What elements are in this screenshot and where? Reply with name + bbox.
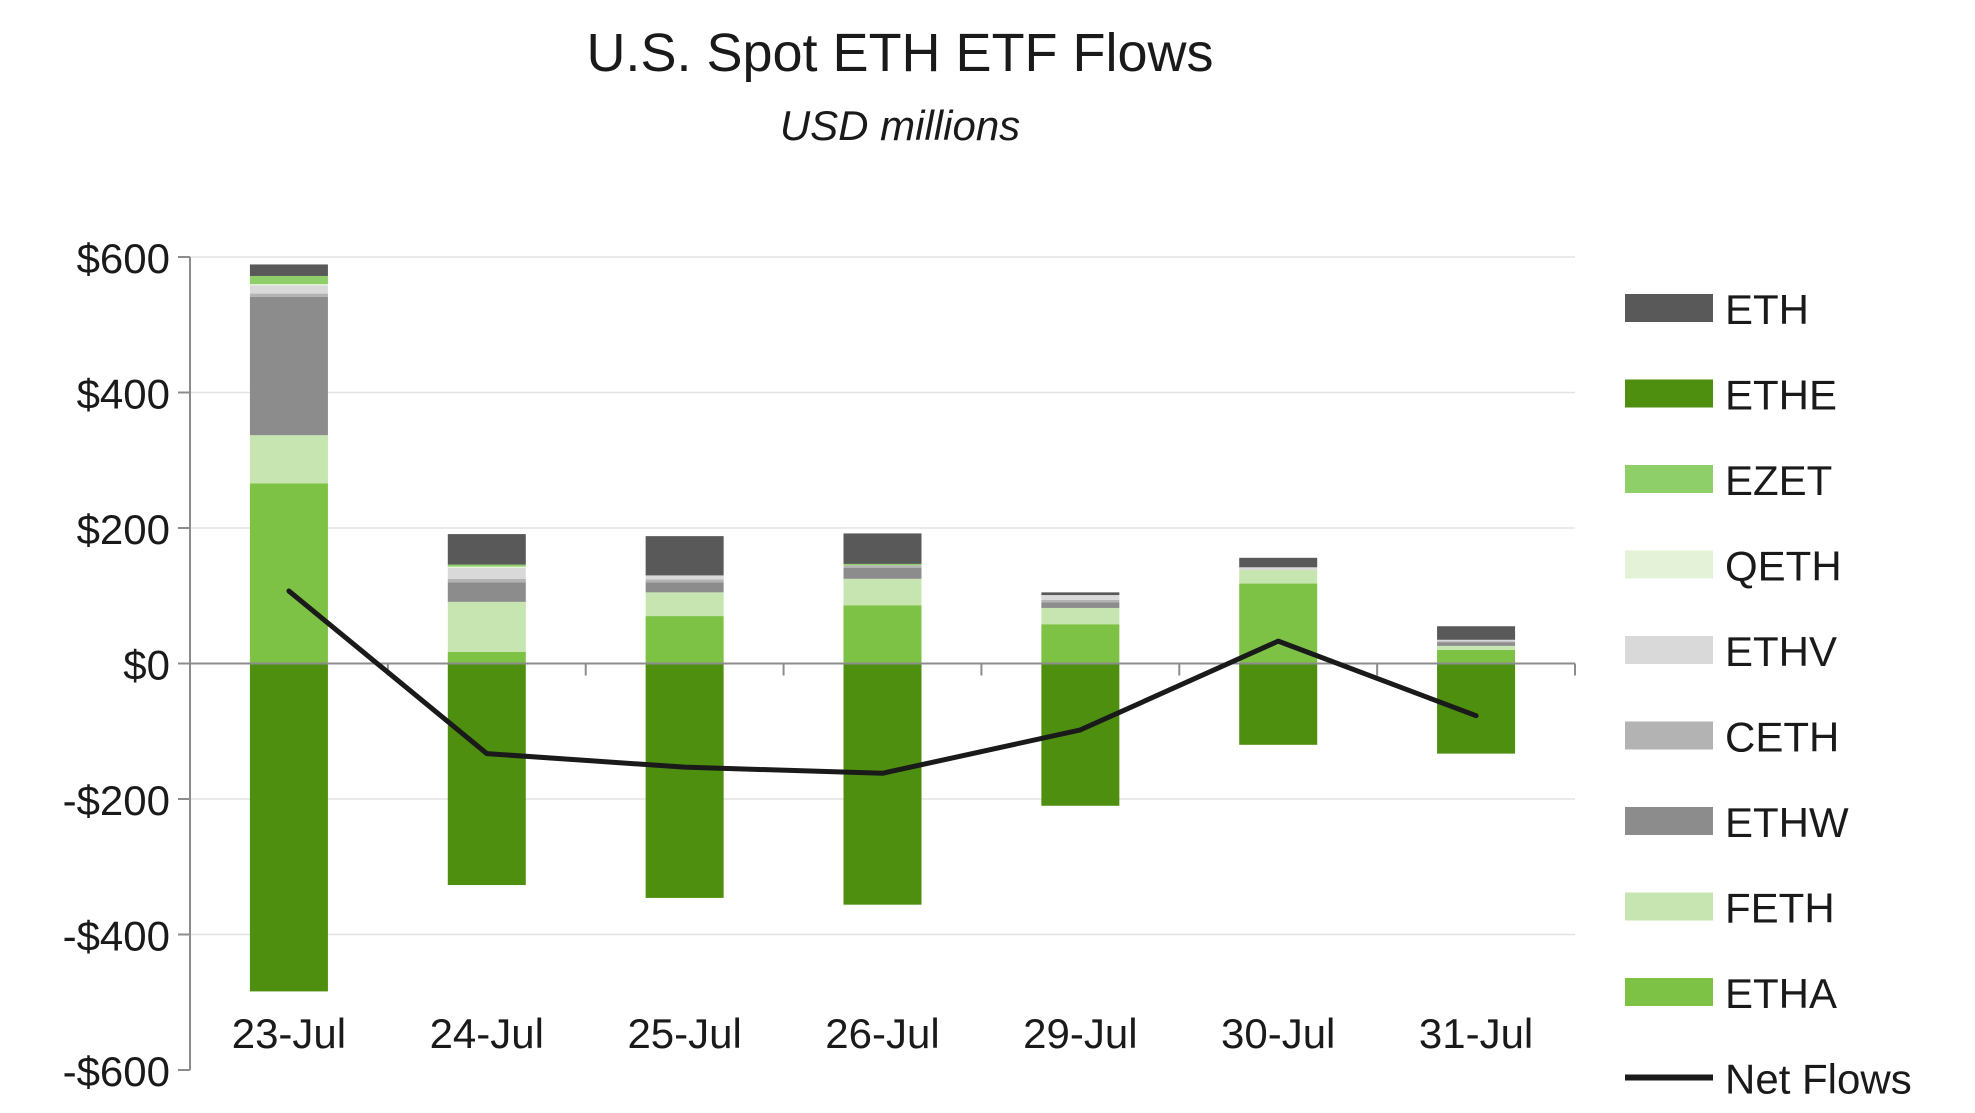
legend-swatch-ethv xyxy=(1625,636,1713,664)
bar-feth-25-jul xyxy=(645,592,724,617)
bar-ethv-31-jul xyxy=(1437,639,1516,642)
y-tick-label: $600 xyxy=(77,235,170,282)
bar-ceth-23-jul xyxy=(249,293,328,297)
legend-swatch-ceth xyxy=(1625,721,1713,750)
bar-qeth-24-jul xyxy=(447,566,526,568)
bar-ethv-30-jul xyxy=(1239,567,1318,571)
axes xyxy=(178,256,1576,1071)
bar-feth-26-jul xyxy=(843,578,922,606)
bar-ezet-26-jul xyxy=(843,563,922,566)
bar-eth-30-jul xyxy=(1239,557,1318,568)
bar-ethw-23-jul xyxy=(249,296,328,436)
legend-label-ethe: ETHE xyxy=(1725,372,1837,419)
bar-ethe-26-jul xyxy=(843,663,922,905)
bar-ceth-25-jul xyxy=(645,579,724,583)
bar-ethv-24-jul xyxy=(447,567,526,579)
bar-feth-30-jul xyxy=(1239,570,1318,584)
legend: ETH ETHE EZET QETH ETHV CETH ETHW FETH ETHA Net F… xyxy=(1625,286,1912,1103)
bar-ethv-25-jul xyxy=(645,575,724,580)
x-tick-label: 30-Jul xyxy=(1221,1010,1335,1057)
legend-swatch-ezet xyxy=(1625,465,1713,493)
legend-label-eth: ETH xyxy=(1725,286,1809,333)
bar-ethw-26-jul xyxy=(843,567,922,579)
legend-swatch-feth xyxy=(1625,892,1713,921)
y-tick-labels: $600 $400 $200 $0 -$200 -$400 -$600 xyxy=(63,235,170,1095)
bar-ethe-23-jul xyxy=(249,663,328,992)
x-tick-label: 29-Jul xyxy=(1023,1010,1137,1057)
bar-ceth-31-jul xyxy=(1437,641,1516,643)
bar-ethv-29-jul xyxy=(1041,595,1120,600)
net-flows-line xyxy=(286,588,1479,776)
x-tick-label: 24-Jul xyxy=(430,1010,544,1057)
legend-label-ezet: EZET xyxy=(1725,457,1832,504)
legend-swatch-etha xyxy=(1625,978,1713,1006)
legend-label-qeth: QETH xyxy=(1725,543,1842,590)
legend-label-feth: FETH xyxy=(1725,885,1835,932)
bar-ethe-25-jul xyxy=(645,663,724,898)
bar-feth-24-jul xyxy=(447,601,526,652)
bar-eth-29-jul xyxy=(1041,592,1120,596)
bar-etha-25-jul xyxy=(645,616,724,664)
bar-ethe-24-jul xyxy=(447,663,526,886)
bar-feth-31-jul xyxy=(1437,645,1516,650)
bar-qeth-23-jul xyxy=(249,284,328,286)
bar-ceth-26-jul xyxy=(843,565,922,568)
y-tick-label: -$200 xyxy=(63,777,170,824)
bar-ethw-24-jul xyxy=(447,582,526,602)
bar-ezet-23-jul xyxy=(249,275,328,285)
legend-label-etha: ETHA xyxy=(1725,970,1837,1017)
x-tick-labels: 23-Jul 24-Jul 25-Jul 26-Jul 29-Jul 30-Jul 31-J… xyxy=(232,1010,1534,1057)
x-tick-label: 26-Jul xyxy=(825,1010,939,1057)
grid-lines xyxy=(190,256,1575,936)
bar-ceth-24-jul xyxy=(447,578,526,583)
bar-ethv-23-jul xyxy=(249,285,328,294)
x-tick-label: 25-Jul xyxy=(627,1010,741,1057)
bar-ethe-30-jul xyxy=(1239,663,1318,745)
bars xyxy=(249,264,1516,992)
bar-ceth-29-jul xyxy=(1041,599,1120,603)
bar-feth-29-jul xyxy=(1041,607,1120,625)
bar-feth-23-jul xyxy=(249,435,328,484)
x-tick-label: 31-Jul xyxy=(1419,1010,1533,1057)
legend-label-net-flows: Net Flows xyxy=(1725,1056,1912,1103)
legend-swatch-ethw xyxy=(1625,807,1713,835)
bar-ethw-25-jul xyxy=(645,582,724,593)
y-tick-label: $400 xyxy=(77,371,170,418)
bar-eth-24-jul xyxy=(447,534,526,565)
legend-swatch-eth xyxy=(1625,294,1713,322)
bar-eth-25-jul xyxy=(645,536,724,576)
legend-swatch-ethe xyxy=(1625,379,1713,408)
bar-etha-29-jul xyxy=(1041,624,1120,664)
bar-eth-31-jul xyxy=(1437,626,1516,640)
x-tick-label: 23-Jul xyxy=(232,1010,346,1057)
bar-etha-26-jul xyxy=(843,605,922,664)
bar-ezet-24-jul xyxy=(447,564,526,567)
chart-subtitle: USD millions xyxy=(779,102,1021,149)
bar-ethw-29-jul xyxy=(1041,602,1120,608)
bar-ethw-31-jul xyxy=(1437,642,1516,646)
bar-etha-23-jul xyxy=(249,483,328,664)
bar-etha-24-jul xyxy=(447,651,526,664)
legend-label-ceth: CETH xyxy=(1725,714,1839,761)
bar-eth-26-jul xyxy=(843,533,922,564)
bar-eth-23-jul xyxy=(249,264,328,276)
legend-label-ethv: ETHV xyxy=(1725,628,1837,675)
chart-title: U.S. Spot ETH ETF Flows xyxy=(586,23,1214,83)
y-tick-label: $200 xyxy=(77,506,170,553)
bar-ethe-31-jul xyxy=(1437,663,1516,754)
legend-label-ethw: ETHW xyxy=(1725,799,1849,846)
bar-etha-31-jul xyxy=(1437,649,1516,664)
y-tick-label: $0 xyxy=(123,642,170,689)
legend-swatch-qeth xyxy=(1625,550,1713,579)
y-tick-label: -$600 xyxy=(63,1048,170,1095)
y-tick-label: -$400 xyxy=(63,913,170,960)
